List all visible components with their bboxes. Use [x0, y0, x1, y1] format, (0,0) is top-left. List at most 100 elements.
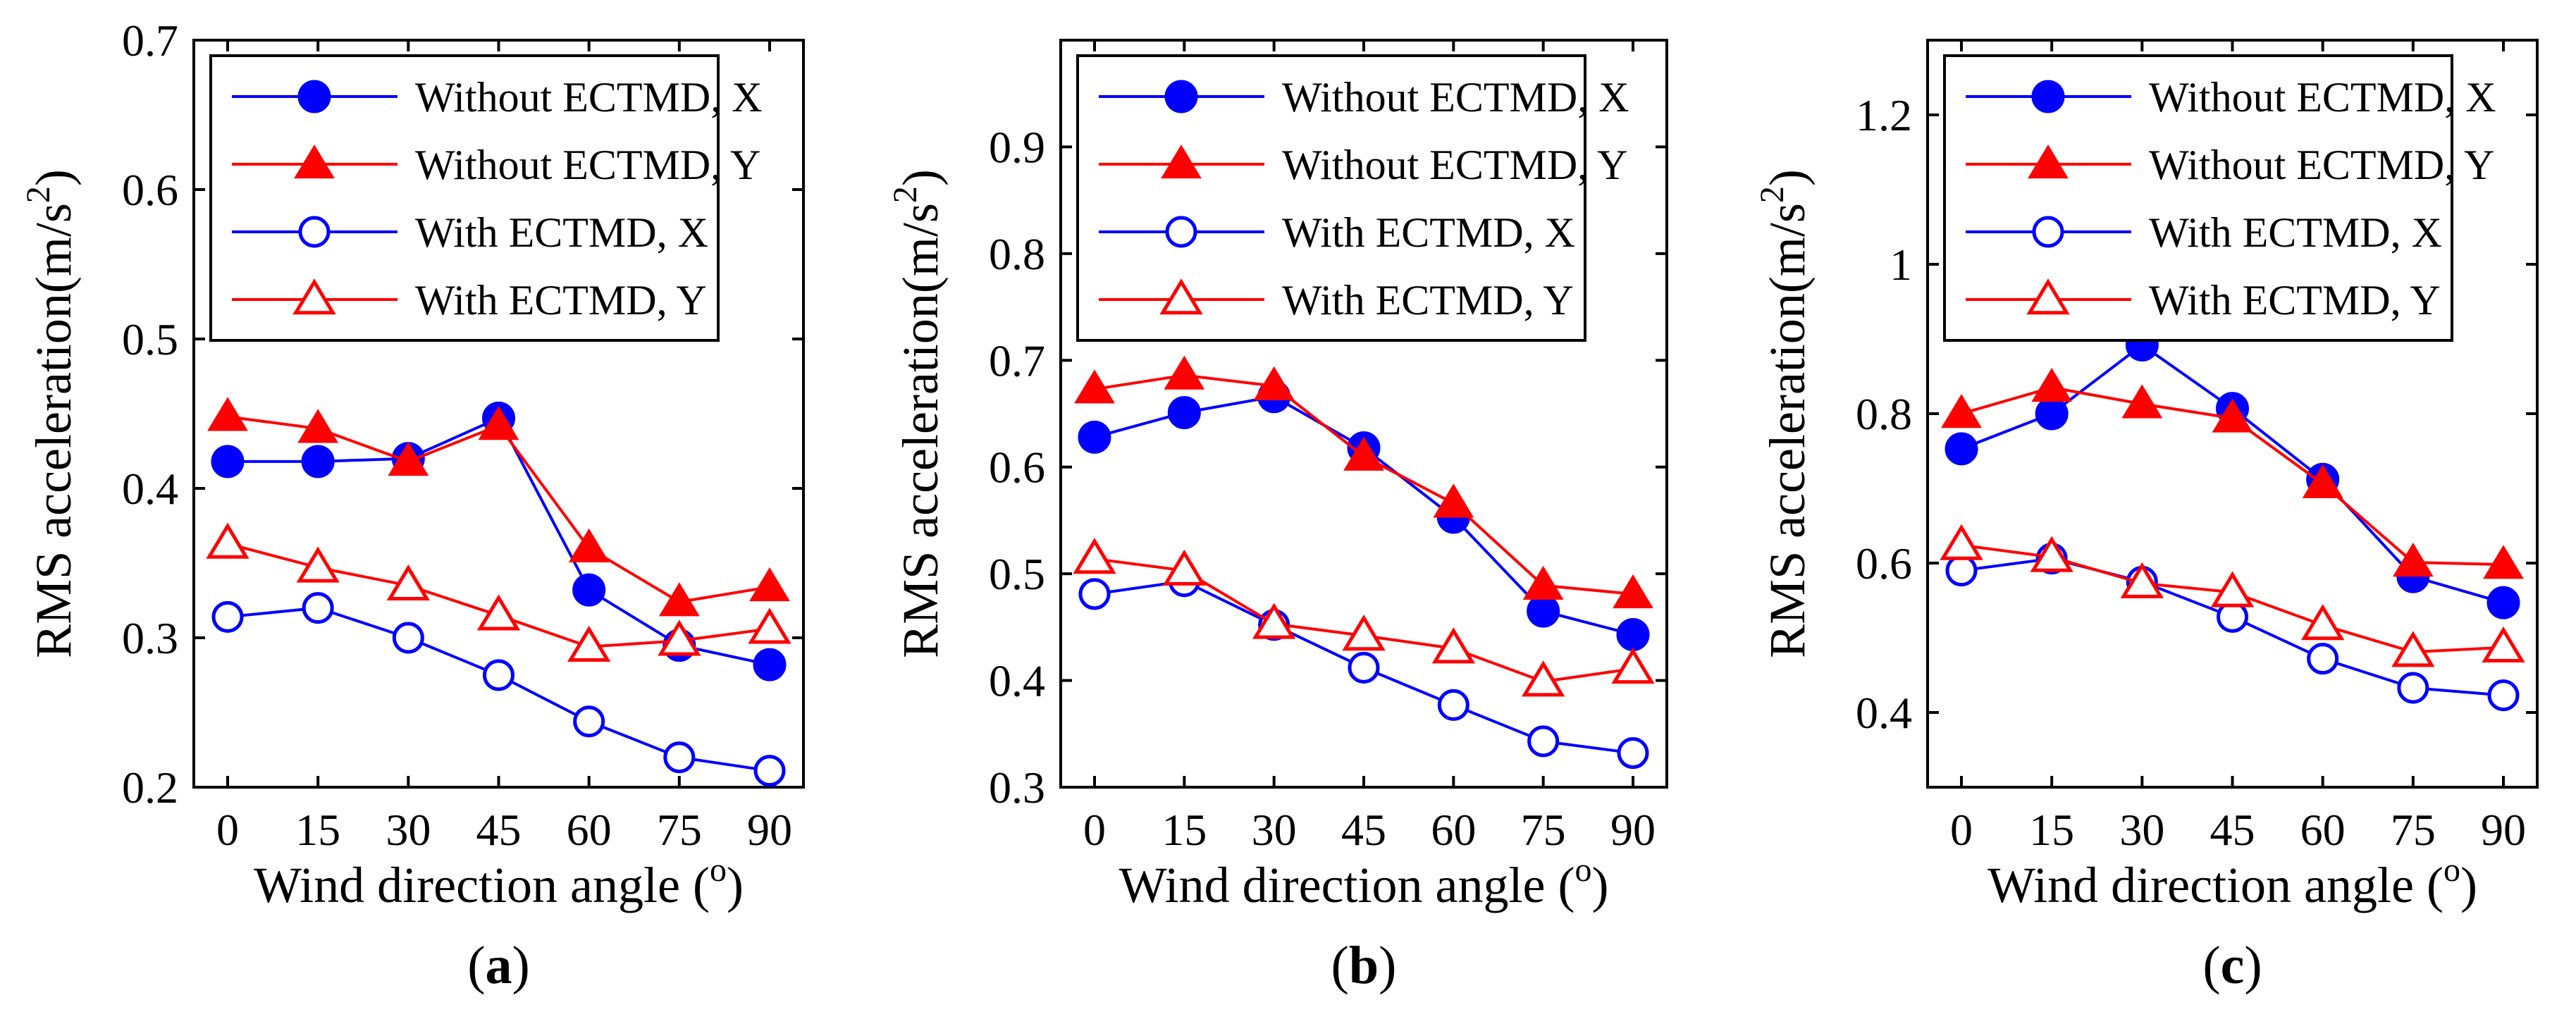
chart-panel-b: 0.3 0.4 0.5 0.6 0.7 0.8 0.9 0 15 30 45 60 75 90 Withou… — [887, 39, 1668, 995]
data-point-s1-0 — [211, 445, 245, 479]
data-point-s3-75 — [1527, 725, 1560, 758]
legend-marker — [2026, 278, 2070, 315]
data-point-s2-0 — [207, 397, 248, 431]
legend-marker — [292, 278, 336, 315]
data-point-s4-60 — [1431, 627, 1475, 664]
y-tick-label: 0.6 — [122, 165, 178, 215]
y-tick-label: 0.5 — [122, 314, 178, 364]
legend-label: With ECTMD, Y — [415, 277, 707, 323]
data-point-s4-45 — [2210, 571, 2255, 607]
x-tick-label: 60 — [1431, 805, 1476, 855]
data-point-s4-15 — [1162, 549, 1206, 586]
legend-marker — [2028, 144, 2069, 179]
data-point-s2-30 — [388, 441, 429, 476]
data-point-s1-0 — [1945, 432, 1978, 466]
y-axis-label: RMS acceleration(m/s2) — [1754, 169, 1816, 658]
data-point-s1-15 — [2035, 397, 2069, 431]
panel-caption: (a) — [467, 936, 530, 995]
data-point-s4-90 — [1611, 648, 1655, 684]
y-tick-label: 0.2 — [122, 763, 178, 813]
data-point-s3-45 — [483, 659, 514, 691]
legend-label: With ECTMD, Y — [1282, 277, 1574, 323]
data-point-s2-0 — [1074, 369, 1115, 404]
y-tick-label: 0.4 — [1856, 688, 1912, 738]
data-point-s3-90 — [1617, 737, 1649, 770]
x-tick-label: 0 — [1083, 805, 1106, 855]
data-point-s4-75 — [1522, 660, 1565, 697]
data-point-s2-30 — [1253, 366, 1295, 400]
data-point-s3-60 — [573, 705, 605, 738]
x-tick-label: 45 — [1341, 805, 1386, 855]
legend-label: Without ECTMD, X — [415, 74, 763, 121]
data-point-s1-90 — [1616, 617, 1650, 651]
legend-label: With ECTMD, X — [2149, 209, 2442, 256]
x-tick-label: 75 — [1521, 805, 1566, 855]
panel-caption: (c) — [2202, 936, 2262, 995]
data-point-s3-60 — [2307, 643, 2339, 675]
data-point-s2-75 — [2392, 543, 2434, 577]
legend-marker — [1165, 216, 1197, 248]
data-point-s2-60 — [2302, 464, 2343, 498]
legend-marker — [297, 80, 331, 113]
legend-marker — [1164, 80, 1198, 113]
x-tick-label: 15 — [2029, 805, 2074, 855]
x-tick-label: 30 — [386, 805, 431, 855]
legend-box — [209, 54, 720, 342]
legend-marker — [298, 216, 331, 248]
legend-label: Without ECTMD, Y — [2149, 142, 2494, 188]
legend-label: With ECTMD, Y — [2149, 277, 2441, 323]
data-point-s2-60 — [568, 528, 610, 563]
data-point-s3-60 — [1437, 689, 1469, 721]
x-axis-label: Wind direction angle (o) — [254, 851, 744, 913]
legend-marker — [2031, 80, 2065, 113]
x-axis-label: Wind direction angle (o) — [1988, 851, 2477, 913]
y-tick-label: 0.7 — [122, 16, 178, 66]
x-axis-label: Wind direction angle (o) — [1119, 851, 1609, 913]
data-point-s1-90 — [753, 648, 787, 681]
data-point-s2-15 — [2031, 367, 2073, 402]
data-point-s4-30 — [386, 564, 430, 601]
data-point-s1-0 — [1078, 420, 1111, 454]
legend-label: With ECTMD, X — [1282, 209, 1575, 256]
legend-marker — [1159, 278, 1203, 315]
x-tick-label: 75 — [657, 805, 702, 855]
legend-marker — [2032, 216, 2064, 248]
y-tick-label: 0.5 — [989, 549, 1045, 599]
data-point-s3-45 — [1348, 651, 1380, 684]
legend-label: Without ECTMD, Y — [415, 142, 760, 188]
chart-panel-c: 0.4 0.6 0.8 1 1.2 0 15 30 45 60 75 90 Without ECTMD,… — [1754, 39, 2539, 995]
data-point-s2-45 — [2212, 398, 2253, 433]
data-point-s2-0 — [1941, 394, 1982, 428]
y-axis-label: RMS acceleration(m/s2) — [20, 169, 82, 658]
x-tick-label: 30 — [1252, 805, 1297, 855]
x-tick-label: 60 — [567, 805, 612, 855]
data-point-s2-75 — [1522, 565, 1564, 600]
data-point-s2-45 — [1343, 436, 1384, 471]
y-tick-label: 0.8 — [1856, 389, 1912, 439]
y-tick-label: 0.7 — [989, 335, 1045, 385]
legend-box — [1943, 54, 2453, 342]
legend-marker — [294, 144, 335, 179]
data-point-s1-15 — [1167, 395, 1201, 429]
x-tick-label: 45 — [476, 805, 522, 855]
legend-label: Without ECTMD, Y — [1282, 142, 1627, 188]
x-tick-label: 90 — [747, 805, 792, 855]
chart-panel-a: 0.2 0.3 0.4 0.5 0.6 0.7 0 15 30 45 60 75 90 Without E… — [20, 16, 805, 995]
legend-label: With ECTMD, X — [415, 209, 708, 256]
data-point-s2-90 — [749, 567, 790, 602]
y-axis-label: RMS acceleration(m/s2) — [887, 169, 949, 658]
data-point-s2-60 — [1433, 483, 1474, 518]
x-tick-label: 0 — [216, 805, 239, 855]
x-tick-label: 90 — [2481, 805, 2526, 855]
data-point-s3-0 — [211, 600, 244, 633]
data-point-s3-75 — [2397, 672, 2429, 704]
data-point-s2-15 — [297, 409, 339, 443]
data-point-s4-45 — [476, 594, 521, 631]
data-point-s3-75 — [663, 741, 696, 774]
x-tick-label: 30 — [2119, 805, 2164, 855]
legend-label: Without ECTMD, X — [1282, 74, 1629, 121]
data-point-s1-60 — [572, 573, 606, 607]
data-point-s4-15 — [296, 546, 340, 583]
x-tick-label: 15 — [295, 805, 340, 855]
